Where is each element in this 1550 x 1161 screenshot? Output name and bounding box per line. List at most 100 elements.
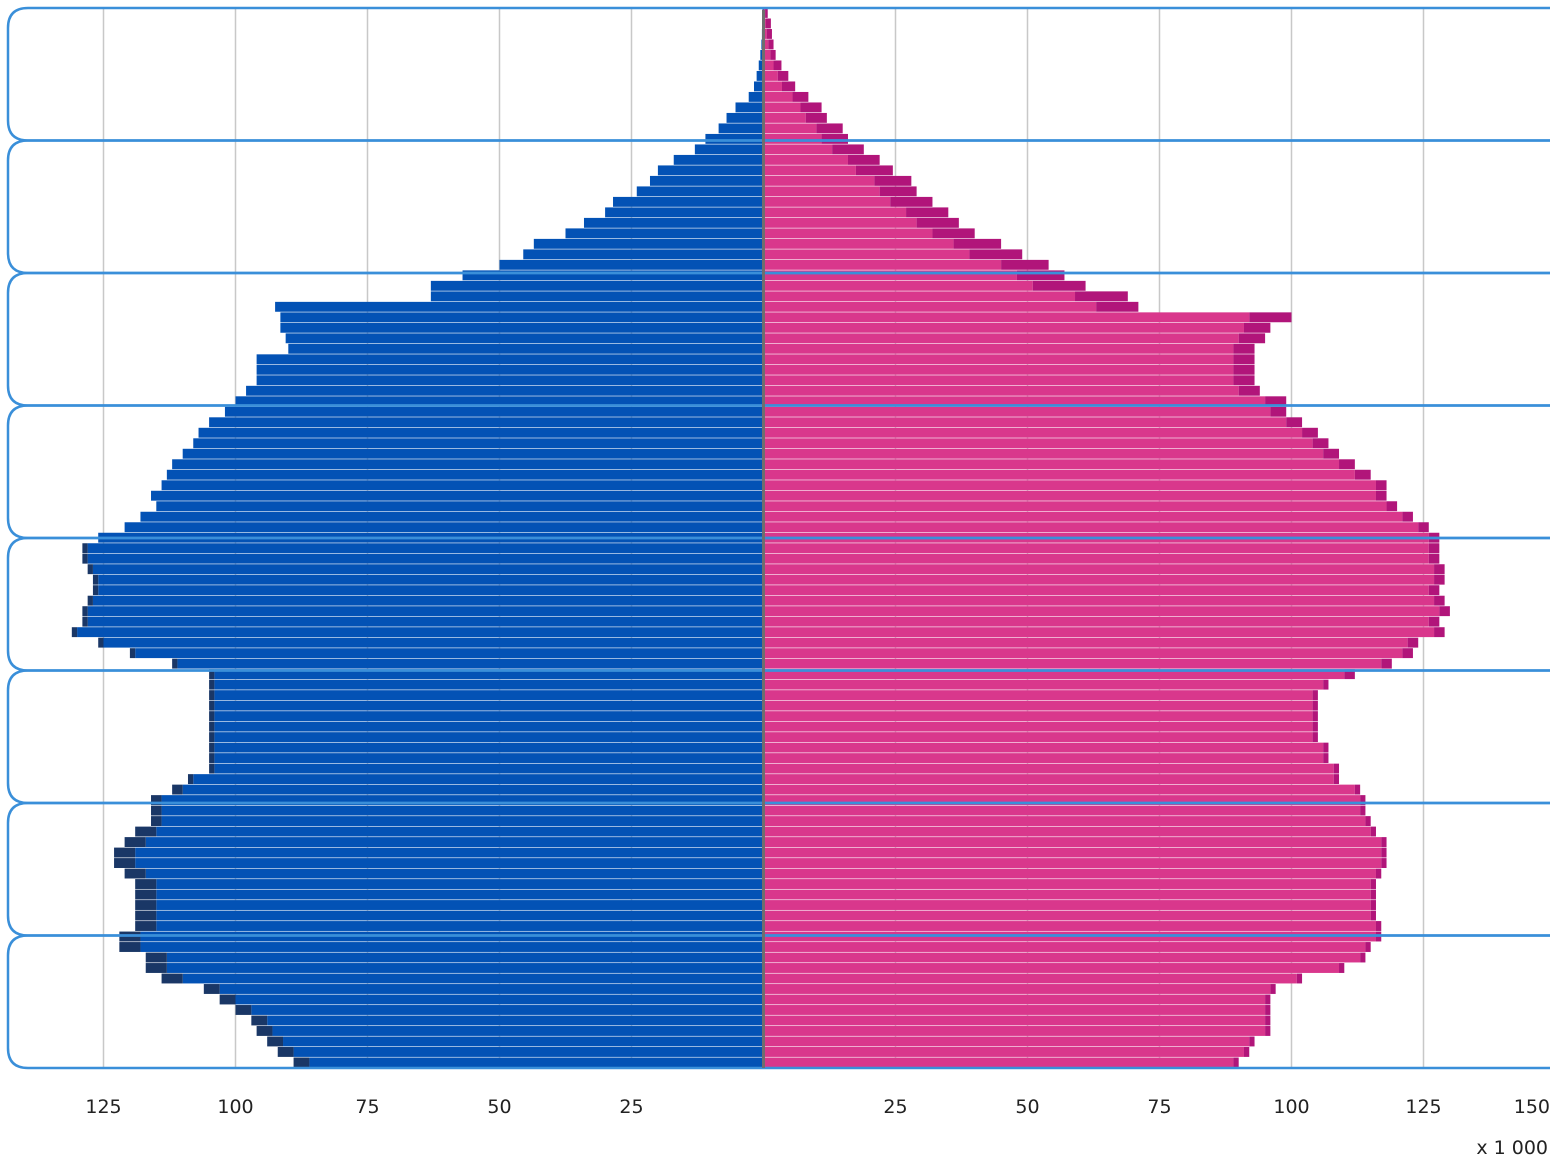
bar-extra-left-age-5	[235, 1005, 252, 1015]
bar-right-age-25	[763, 795, 1361, 806]
x-tick-label-left-125: 125	[85, 1096, 121, 1118]
bar-right-age-65	[763, 375, 1234, 386]
bar-left-age-3	[272, 1026, 764, 1036]
bar-extra-right-age-10	[1360, 952, 1366, 963]
x-tick-labels: 125 100 75 50 25 25 50 75 100 125 150	[85, 1096, 1550, 1118]
bar-extra-left-age-30	[209, 742, 215, 753]
bar-extra-right-age-6	[1265, 994, 1271, 1005]
bar-extra-right-age-75	[1016, 270, 1065, 281]
bar-left-age-76	[499, 259, 764, 270]
bar-right-age-58	[763, 448, 1324, 459]
bar-extra-right-age-97	[768, 39, 774, 50]
bar-right-age-28	[763, 763, 1334, 774]
bar-extra-right-age-22	[1370, 826, 1376, 837]
bar-right-age-80	[763, 217, 917, 228]
bar-left-age-49	[87, 543, 764, 554]
bar-extra-right-age-88	[821, 133, 848, 144]
bar-extra-left-age-1	[277, 1047, 294, 1057]
bar-extra-left-age-21	[124, 837, 146, 848]
bar-extra-left-age-24	[151, 805, 162, 816]
bar-left-age-47	[92, 564, 764, 575]
bar-extra-left-age-7	[203, 984, 220, 994]
bar-left-age-62	[224, 406, 764, 417]
bar-right-age-32	[763, 721, 1313, 732]
bar-extra-left-age-35	[209, 690, 215, 701]
bar-left-age-81	[605, 207, 764, 218]
bar-left-age-94	[756, 70, 764, 81]
age-group-bands	[6, 6, 1550, 1070]
bar-extra-right-age-82	[890, 196, 933, 207]
bar-extra-left-age-45	[92, 585, 99, 596]
bar-right-age-31	[763, 732, 1313, 743]
bar-extra-left-age-22	[135, 826, 157, 837]
bar-right-age-56	[763, 469, 1355, 480]
bar-right-age-23	[763, 816, 1366, 827]
bar-extra-right-age-74	[1032, 280, 1086, 291]
bar-left-age-8	[182, 973, 764, 984]
bar-extra-right-age-87	[832, 144, 864, 155]
bar-extra-right-age-3	[1265, 1026, 1271, 1036]
bar-left-age-31	[214, 732, 764, 743]
bar-extra-left-age-42	[82, 616, 88, 627]
bar-extra-left-age-0	[293, 1057, 310, 1068]
bar-left-age-90	[726, 112, 764, 123]
bar-extra-right-age-39	[1402, 648, 1413, 659]
bar-right-age-78	[763, 238, 954, 249]
bar-right-age-54	[763, 490, 1376, 501]
bar-left-age-58	[182, 448, 764, 459]
bar-extra-left-age-37	[209, 669, 215, 680]
bar-left-age-86	[673, 154, 764, 165]
bar-right-age-6	[763, 994, 1266, 1005]
bar-right-age-90	[763, 112, 806, 123]
bar-right-age-88	[763, 133, 822, 144]
bar-extra-right-age-17	[1370, 879, 1376, 889]
bar-left-age-10	[166, 952, 764, 963]
bar-extra-left-age-20	[114, 847, 136, 858]
bar-left-age-40	[103, 637, 764, 648]
bar-left-age-2	[283, 1036, 764, 1047]
bar-right-age-27	[763, 774, 1334, 785]
bar-left-age-29	[214, 753, 764, 764]
bar-extra-right-age-2	[1249, 1036, 1255, 1047]
bar-right-age-21	[763, 837, 1382, 848]
bar-extra-right-age-66	[1233, 364, 1255, 375]
bar-extra-right-age-61	[1286, 417, 1303, 428]
bar-left-age-19	[135, 858, 764, 868]
bar-right-age-2	[763, 1036, 1250, 1047]
bar-extra-right-age-28	[1333, 763, 1340, 774]
bar-right-age-67	[763, 354, 1234, 365]
bar-extra-left-age-48	[82, 553, 88, 564]
bar-extra-left-age-4	[251, 1015, 268, 1026]
age-group-band-2	[6, 139, 1550, 275]
bar-left-age-45	[98, 585, 764, 596]
bar-right-age-77	[763, 249, 970, 260]
x-tick-label-right-25: 25	[883, 1096, 907, 1118]
bar-extra-left-age-39	[129, 648, 136, 659]
bar-right-age-35	[763, 690, 1313, 701]
bar-left-age-39	[135, 648, 764, 659]
bar-right-age-41	[763, 627, 1435, 638]
bar-extra-right-age-27	[1333, 774, 1340, 785]
bar-right-age-76	[763, 259, 1002, 270]
bar-right-age-96	[763, 49, 771, 60]
bar-right-age-71	[763, 312, 1250, 323]
bar-left-age-33	[214, 711, 764, 722]
bar-left-age-17	[156, 879, 764, 889]
bar-left-age-36	[214, 679, 764, 690]
bar-left-age-78	[533, 238, 764, 249]
bar-extra-right-age-21	[1381, 837, 1387, 848]
bar-left-age-65	[256, 375, 764, 386]
bar-right-age-16	[763, 889, 1371, 900]
x-tick-label-left-50: 50	[487, 1096, 511, 1118]
bar-left-age-91	[735, 102, 764, 113]
bar-right-age-60	[763, 427, 1303, 438]
bar-extra-left-age-33	[209, 711, 215, 722]
bar-right-age-48	[763, 553, 1429, 564]
bar-left-age-64	[246, 385, 764, 396]
x-tick-label-right-100: 100	[1273, 1096, 1309, 1118]
bar-extra-right-age-4	[1265, 1015, 1271, 1026]
x-tick-label-right-75: 75	[1147, 1096, 1171, 1118]
bar-left-age-55	[161, 480, 764, 491]
bar-extra-right-age-47	[1434, 564, 1445, 575]
bar-extra-right-age-83	[879, 186, 917, 197]
